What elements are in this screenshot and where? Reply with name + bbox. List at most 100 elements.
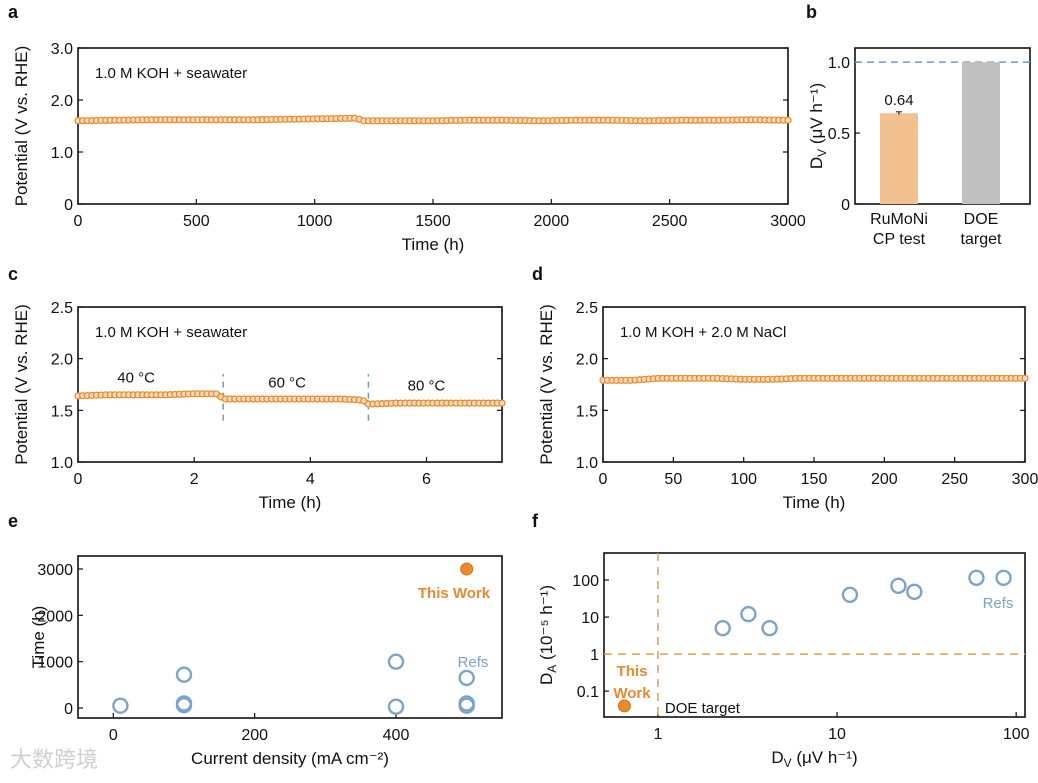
ref-point xyxy=(112,697,129,714)
y-tick-label: 0 xyxy=(841,197,850,214)
y-tick-label: 1.0 xyxy=(51,455,73,472)
panel-a: a 0 1.0 2.0 3.0 0 500 1000 1500 2000 2500 3000 Time … xyxy=(8,2,806,254)
x-tick-label: 3000 xyxy=(770,213,806,230)
y-tick-label: 1 xyxy=(590,647,599,664)
y-tick-label: 1.0 xyxy=(828,55,850,72)
panel-label: e xyxy=(8,511,18,531)
y-tick-label: 0 xyxy=(64,701,73,718)
panel-label: f xyxy=(532,511,539,531)
ref-point xyxy=(761,620,778,637)
ref-point xyxy=(387,653,405,670)
panel-e: e 0 1000 2000 3000 0 200 400 Current density (mA… xyxy=(8,511,503,768)
ref-point xyxy=(175,666,193,683)
y-tick-label: 2.5 xyxy=(576,300,598,317)
this-work-point xyxy=(460,562,474,576)
refs-label: Refs xyxy=(458,654,489,671)
x-tick-label: 300 xyxy=(1012,471,1038,488)
y-tick-label: 1.5 xyxy=(576,403,598,420)
x-tick-label: 2000 xyxy=(534,213,570,230)
ref-point xyxy=(890,577,907,594)
panel-label: c xyxy=(8,264,18,284)
ref-point xyxy=(841,586,859,603)
x-tick-label: 200 xyxy=(871,471,898,488)
y-tick-label: 1.0 xyxy=(576,455,598,472)
electrolyte-label: 1.0 M KOH + 2.0 M NaCl xyxy=(620,324,786,341)
plot-frame xyxy=(603,552,1026,718)
y-tick-label: 1000 xyxy=(37,655,73,672)
ref-point xyxy=(458,697,475,714)
y-tick-label: 3000 xyxy=(37,562,73,579)
x-tick-label: 6 xyxy=(422,471,431,488)
ref-point xyxy=(458,669,475,687)
x-tick-label: 0 xyxy=(109,727,118,744)
x-tick-label: 1 xyxy=(653,726,662,743)
x-tick-label: 0 xyxy=(74,471,83,488)
category-label: DOE xyxy=(964,211,999,228)
x-tick-label: 150 xyxy=(801,471,828,488)
y-tick-label: 1.5 xyxy=(51,403,73,420)
this-work-label: Work xyxy=(613,685,651,702)
y-tick-label: 100 xyxy=(572,573,599,590)
ref-point xyxy=(968,569,985,586)
x-tick-label: 10 xyxy=(828,726,846,743)
x-tick-label: 400 xyxy=(383,727,410,744)
y-axis-label: Potential (V vs. RHE) xyxy=(537,304,556,465)
y-tick-label: 10 xyxy=(581,610,599,627)
this-work-label: This xyxy=(617,663,648,680)
y-axis-label: Time (h) xyxy=(29,606,48,669)
data-point xyxy=(1021,374,1029,382)
x-tick-label: 1000 xyxy=(297,213,333,230)
temperature-label: 60 °C xyxy=(268,375,306,392)
plot-frame xyxy=(77,555,503,719)
ref-point xyxy=(175,697,193,714)
ref-point xyxy=(740,605,757,623)
electrolyte-label: 1.0 M KOH + seawater xyxy=(95,65,247,82)
y-axis-label: Potential (V vs. RHE) xyxy=(12,304,31,465)
x-tick-label: 200 xyxy=(241,727,268,744)
y-axis-label: Potential (V vs. RHE) xyxy=(12,46,31,207)
y-tick-label: 0.1 xyxy=(577,684,599,701)
bar xyxy=(962,62,1000,204)
x-tick-label: 4 xyxy=(306,471,315,488)
category-label: target xyxy=(961,231,1002,248)
x-tick-label: 2 xyxy=(190,471,199,488)
x-tick-label: 250 xyxy=(941,471,968,488)
panel-b: b 0 0.5 1.0 DV (μV h⁻¹) 0.64 RuMoNi CP test DOE t… xyxy=(806,2,1031,248)
panel-c: c 1.0 1.5 2.0 2.5 0 2 4 6 Time (h) Potential (V vs… xyxy=(8,264,506,512)
y-tick-label: 2.0 xyxy=(576,352,598,369)
panel-label: b xyxy=(806,2,817,22)
data-point xyxy=(784,116,792,124)
watermark: 大数跨境 xyxy=(10,748,99,773)
x-tick-label: 100 xyxy=(730,471,757,488)
temperature-label: 80 °C xyxy=(408,378,446,395)
ref-point xyxy=(387,698,405,715)
y-tick-label: 2.5 xyxy=(51,300,73,317)
y-tick-label: 0.5 xyxy=(828,126,850,143)
plot-frame xyxy=(602,306,1026,463)
x-tick-label: 0 xyxy=(74,213,83,230)
doe-target-label: DOE target xyxy=(665,700,741,717)
category-label: CP test xyxy=(873,231,926,248)
data-label: 0.64 xyxy=(884,92,913,109)
x-tick-label: 500 xyxy=(183,213,210,230)
plot-frame xyxy=(854,47,1031,205)
x-tick-label: 0 xyxy=(599,471,608,488)
ref-point xyxy=(995,569,1012,586)
ref-point xyxy=(906,583,923,601)
panel-d: d 1.0 1.5 2.0 2.5 0 50 100 150 200 250 300 Time (h) P… xyxy=(532,264,1038,512)
x-tick-label: 100 xyxy=(1003,726,1030,743)
panel-f: f 0.1 1 10 100 1 10 100 DV (μV h⁻¹) DA (10⁻⁵ h⁻¹)… xyxy=(532,511,1030,770)
y-tick-label: 2000 xyxy=(37,608,73,625)
x-axis-label: Current density (mA cm⁻²) xyxy=(191,749,389,768)
plot-frame xyxy=(77,47,789,205)
this-work-label: This Work xyxy=(418,585,491,602)
y-tick-label: 1.0 xyxy=(51,145,73,162)
panel-label: d xyxy=(532,264,543,284)
y-axis-label: DA (10⁻⁵ h⁻¹) xyxy=(537,585,559,685)
y-tick-label: 3.0 xyxy=(51,41,73,58)
x-axis-label: Time (h) xyxy=(259,493,322,512)
x-axis-label: Time (h) xyxy=(402,235,465,254)
x-axis-label: Time (h) xyxy=(783,493,846,512)
ref-point xyxy=(714,620,731,637)
